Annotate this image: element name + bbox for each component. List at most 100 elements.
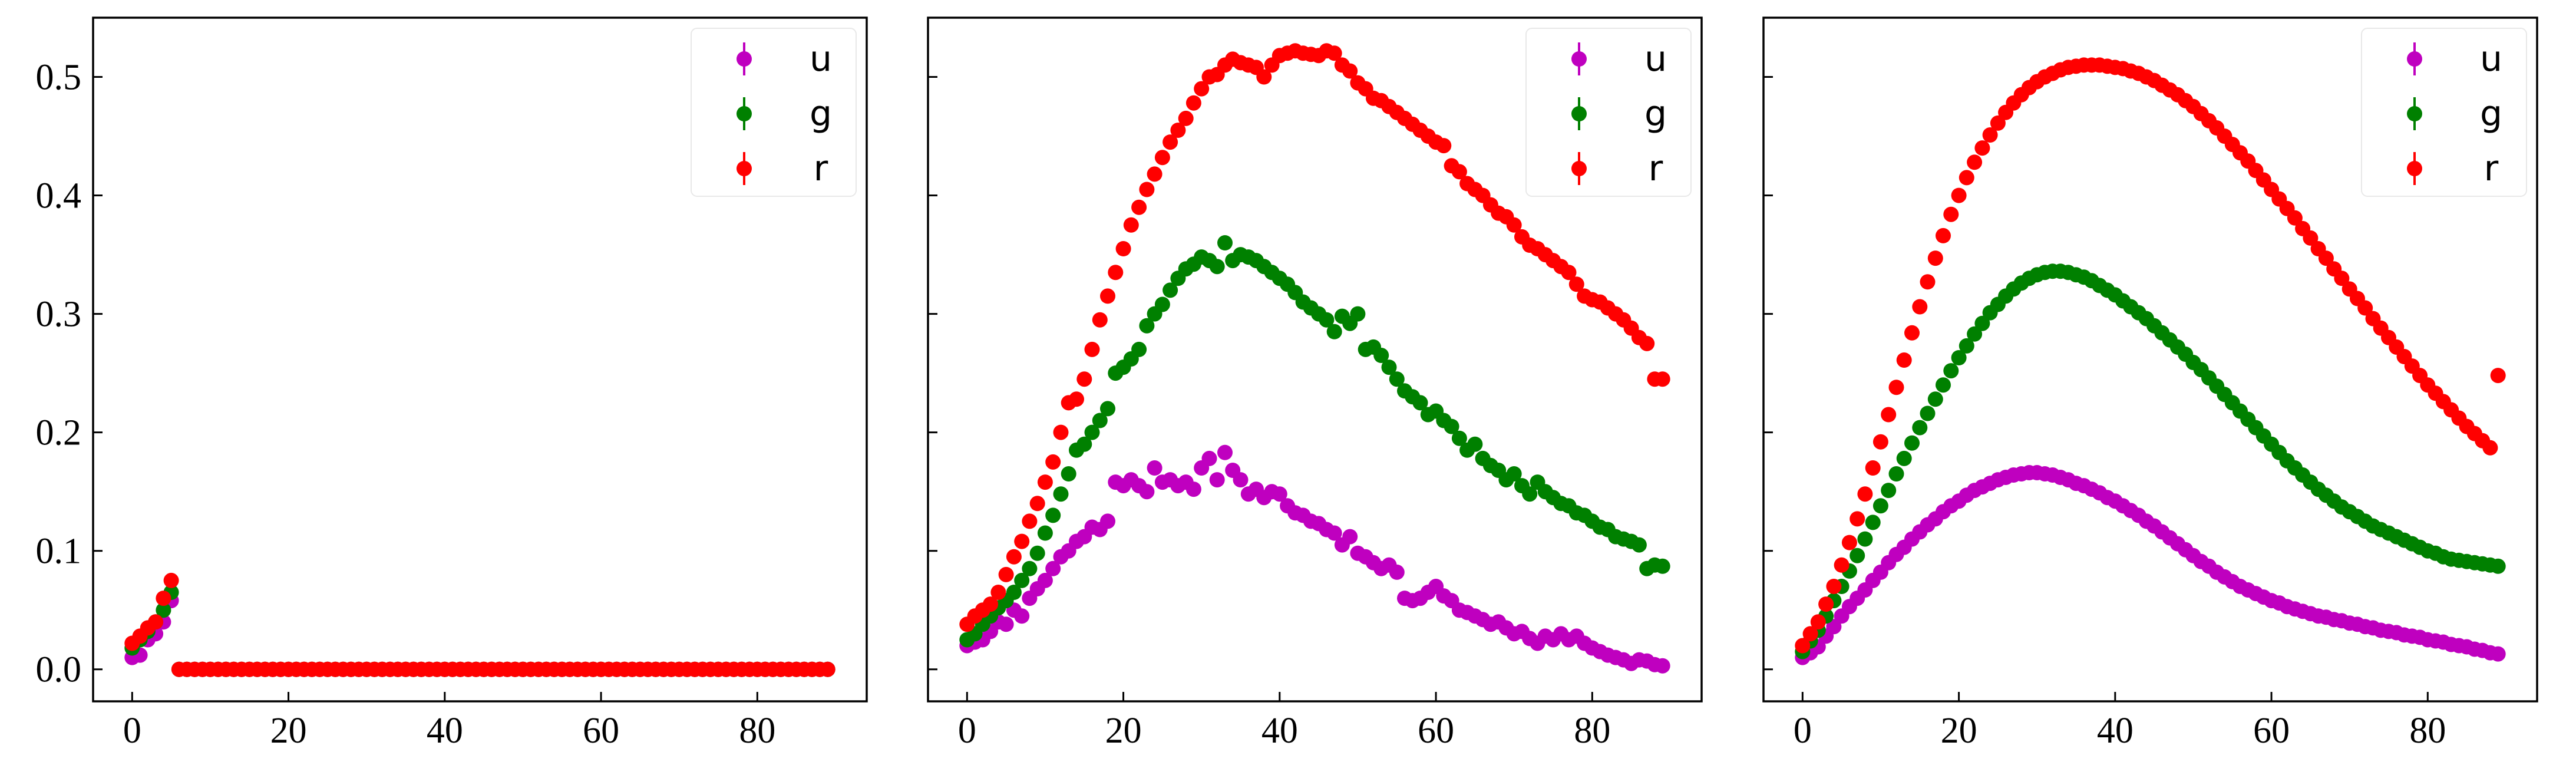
point-r (1256, 69, 1272, 85)
point-r (1069, 391, 1084, 407)
point-r (1185, 95, 1201, 111)
point-r (2482, 440, 2498, 456)
point-g (2490, 558, 2506, 574)
point-g (1037, 525, 1053, 541)
x-tick-label: 80 (2409, 711, 2446, 751)
point-r (1943, 206, 1959, 222)
point-r (1881, 407, 1897, 423)
point-r (1920, 274, 1936, 290)
point-g (1381, 360, 1397, 375)
x-tick-label: 0 (123, 711, 141, 751)
point-u (2490, 646, 2506, 662)
point-g (1522, 486, 1538, 502)
point-r (1639, 335, 1655, 351)
point-u (1342, 529, 1358, 545)
point-g (1061, 466, 1076, 482)
series-g-panel-3 (1795, 263, 2506, 659)
point-r (1982, 127, 1998, 143)
point-g (1139, 318, 1155, 334)
legend-marker-g (737, 106, 752, 121)
point-g (156, 602, 171, 618)
point-r (1147, 166, 1162, 182)
legend-marker-r (1571, 161, 1587, 176)
point-g (1881, 483, 1897, 499)
x-tick-label: 40 (2097, 711, 2134, 751)
point-g (1654, 558, 1670, 574)
legend: ugr (2361, 28, 2527, 197)
point-r (1865, 460, 1881, 476)
point-r (1170, 123, 1186, 138)
point-g (1506, 466, 1522, 482)
point-r (1818, 596, 1834, 612)
point-g (1631, 537, 1647, 553)
point-u (1037, 572, 1053, 588)
legend-label-r: r (1649, 148, 1663, 189)
series-u-panel-2 (959, 444, 1670, 674)
point-r (1326, 45, 1342, 61)
point-r (1131, 199, 1147, 215)
point-r (1936, 227, 1951, 243)
point-u (1147, 460, 1162, 476)
point-g (1162, 282, 1178, 298)
point-u (1045, 560, 1061, 576)
point-r (1896, 352, 1912, 368)
x-tick-label: 0 (958, 711, 976, 751)
legend-marker-g (2407, 106, 2422, 121)
point-g (1373, 348, 1389, 363)
y-tick-label: 0.5 (36, 58, 82, 98)
legend: ugr (691, 28, 857, 197)
x-tick-label: 20 (270, 711, 307, 751)
point-r (2318, 250, 2334, 266)
point-u (998, 616, 1014, 632)
point-g (1872, 498, 1888, 514)
x-tick-label: 80 (1574, 711, 1610, 751)
point-r (1451, 164, 1467, 180)
point-u (1272, 486, 1287, 502)
point-g (1131, 341, 1147, 357)
legend-box (2361, 28, 2527, 197)
point-r (1162, 134, 1178, 150)
x-tick-label: 0 (1794, 711, 1812, 751)
point-r (1974, 140, 1990, 156)
y-tick-label: 0.2 (36, 413, 82, 453)
point-g (1022, 560, 1038, 576)
point-r (1888, 380, 1904, 395)
series-g-panel-2 (959, 235, 1670, 648)
axes-frame (927, 17, 1703, 703)
point-u (1826, 619, 1842, 635)
point-g (1154, 296, 1170, 312)
point-g (1326, 324, 1342, 339)
point-g (1444, 418, 1459, 434)
legend-label-g: g (2480, 93, 2502, 134)
point-r (2303, 230, 2319, 246)
point-r (1115, 241, 1131, 256)
point-u (1185, 482, 1201, 497)
point-r (1053, 424, 1069, 440)
y-tick-label: 0.4 (36, 176, 82, 216)
point-r (1872, 434, 1888, 450)
axes-frame (92, 17, 868, 703)
point-u (1100, 513, 1115, 529)
legend-marker-r (737, 161, 752, 176)
point-r (1022, 513, 1038, 529)
point-g (1092, 413, 1108, 428)
series-u-panel-3 (1795, 465, 2506, 665)
point-g (1865, 515, 1881, 530)
legend-marker-u (2407, 51, 2422, 67)
panel-2: 0 20 40 60 80 ugr (927, 17, 1703, 751)
point-r (2287, 210, 2303, 226)
point-g (1857, 531, 1873, 547)
x-tick-label: 20 (1941, 711, 1977, 751)
point-r (1342, 63, 1358, 79)
point-g (1014, 572, 1030, 588)
legend: ugr (1525, 28, 1692, 197)
point-r (163, 572, 179, 588)
point-r (1951, 187, 1967, 203)
y-tick-label: 0.0 (36, 650, 82, 690)
point-g (1967, 326, 1983, 342)
series-r-panel-3 (1795, 57, 2506, 654)
legend-box (1525, 28, 1692, 197)
legend-box (691, 28, 857, 197)
point-r (1850, 511, 1865, 527)
